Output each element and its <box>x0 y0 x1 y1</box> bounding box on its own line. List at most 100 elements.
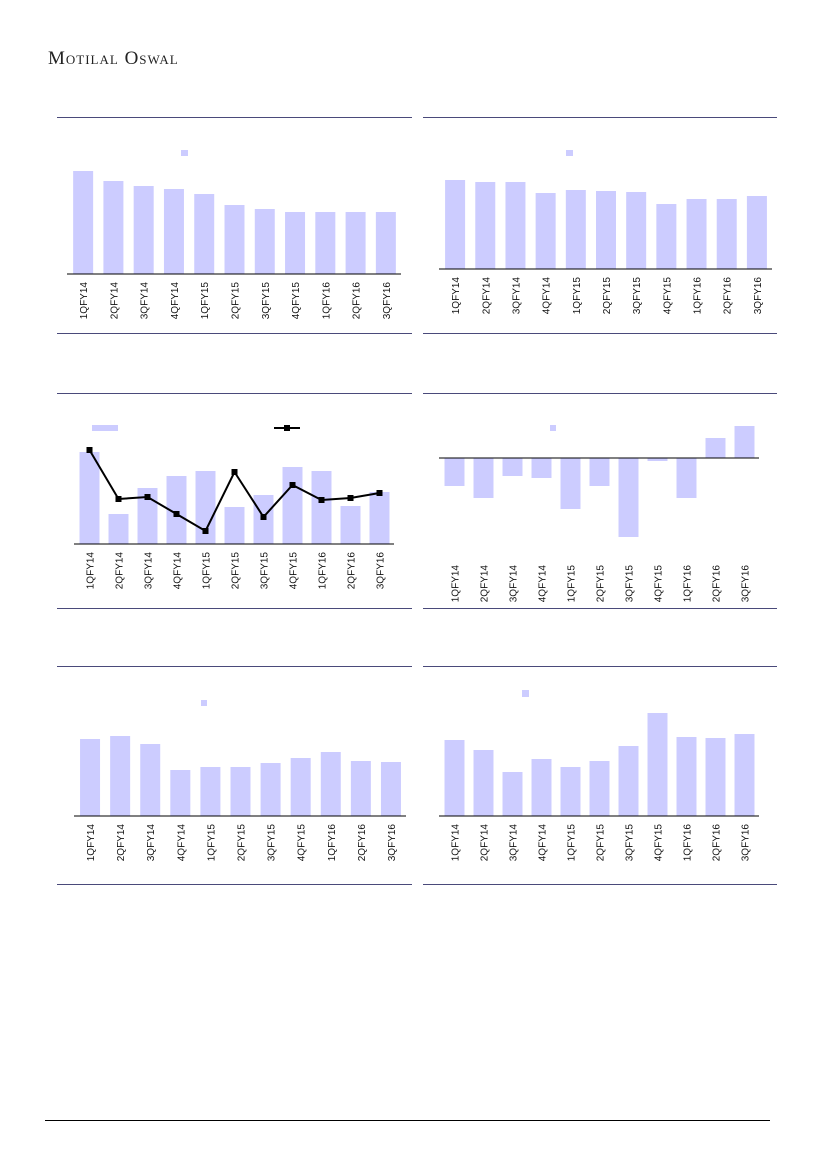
chart: 1QFY14 2QFY14 3QFY14 4QFY14 1QFY15 2QFY15 3QFY… <box>74 447 394 589</box>
x-tick-label: 3QFY16 <box>376 552 387 590</box>
bar <box>166 476 187 544</box>
x-tick-label: 3QFY14 <box>511 277 522 315</box>
x-tick-label: 2QFY14 <box>480 824 491 862</box>
x-tick-label: 2QFY15 <box>231 282 242 320</box>
x-tick-label: 3QFY15 <box>261 282 272 320</box>
x-tick-label: 1QFY16 <box>683 824 694 862</box>
x-tick-label: 2QFY15 <box>602 277 613 315</box>
x-tick-label: 1QFY14 <box>451 565 462 603</box>
x-tick-label: 2QFY16 <box>723 277 734 315</box>
bar <box>369 492 390 544</box>
x-tick-label: 1QFY15 <box>206 824 217 862</box>
x-tick-label: 2QFY14 <box>115 552 126 590</box>
x-tick-label: 1QFY14 <box>79 282 90 320</box>
line-marker <box>144 494 151 500</box>
x-tick-label: 1QFY14 <box>86 552 97 590</box>
x-tick-label: 1QFY14 <box>451 277 462 315</box>
x-tick-label: 3QFY14 <box>509 565 520 603</box>
bar <box>502 458 523 476</box>
x-tick-label: 4QFY15 <box>297 824 308 862</box>
bar <box>475 182 496 269</box>
bar <box>110 736 131 816</box>
x-tick-label: 4QFY14 <box>542 277 553 315</box>
bar <box>170 770 191 816</box>
bar <box>505 182 526 269</box>
line-marker <box>202 528 209 534</box>
bar <box>705 738 726 816</box>
bar <box>224 507 245 544</box>
bar <box>285 212 306 274</box>
line-marker <box>173 511 180 517</box>
bar <box>79 452 100 544</box>
chart: 1QFY14 2QFY14 3QFY14 4QFY14 1QFY15 2QFY15 3QFY… <box>74 736 406 861</box>
chart: 1QFY14 2QFY14 3QFY14 4QFY14 1QFY15 2QFY15 3QFY… <box>439 426 759 602</box>
chart: 1QFY14 2QFY14 3QFY14 4QFY14 1QFY15 2QFY15 3QFY… <box>67 171 401 319</box>
bar <box>746 196 767 269</box>
bar <box>535 193 556 269</box>
line-marker <box>231 469 238 475</box>
bar <box>560 767 581 816</box>
x-tick-label: 2QFY14 <box>116 824 127 862</box>
x-tick-label: 2QFY14 <box>109 282 120 320</box>
line-marker <box>115 496 122 502</box>
x-tick-label: 2QFY15 <box>596 824 607 862</box>
bar <box>163 189 184 274</box>
x-tick-label: 3QFY15 <box>625 565 636 603</box>
bar <box>103 181 124 274</box>
bar <box>200 767 221 816</box>
x-tick-label: 2QFY15 <box>231 552 242 590</box>
bar <box>647 713 668 816</box>
x-tick-label: 4QFY15 <box>662 277 673 315</box>
x-tick-label: 4QFY15 <box>654 824 665 862</box>
x-tick-label: 3QFY15 <box>267 824 278 862</box>
x-tick-label: 1QFY15 <box>200 282 211 320</box>
x-tick-label: 3QFY14 <box>144 552 155 590</box>
bar <box>254 209 275 274</box>
bar <box>311 471 332 544</box>
bar <box>656 204 677 269</box>
bar <box>565 190 586 269</box>
bar <box>80 739 101 816</box>
x-tick-label: 3QFY16 <box>382 282 393 320</box>
x-tick-label: 1QFY14 <box>86 824 97 862</box>
line-marker <box>318 497 325 503</box>
bar <box>194 194 215 274</box>
line-marker <box>260 514 267 520</box>
bar <box>290 758 311 816</box>
line-marker <box>289 482 296 488</box>
bar <box>340 506 361 544</box>
bar <box>626 192 647 269</box>
bar <box>473 458 494 498</box>
x-tick-label: 4QFY14 <box>170 282 181 320</box>
bar <box>734 734 755 816</box>
bar <box>195 471 216 544</box>
x-tick-label: 3QFY14 <box>509 824 520 862</box>
bar <box>676 737 697 816</box>
chart: 1QFY14 2QFY14 3QFY14 4QFY14 1QFY15 2QFY15 3QFY… <box>439 180 772 314</box>
x-tick-label: 2QFY15 <box>237 824 248 862</box>
bar <box>315 212 336 274</box>
line-marker <box>86 447 93 453</box>
x-tick-label: 1QFY16 <box>683 565 694 603</box>
bar <box>531 458 552 478</box>
x-tick-label: 2QFY16 <box>712 565 723 603</box>
bar <box>73 171 94 274</box>
bar <box>618 746 639 816</box>
x-tick-label: 3QFY14 <box>140 282 151 320</box>
bar <box>618 458 639 537</box>
x-tick-label: 3QFY15 <box>632 277 643 315</box>
x-tick-label: 3QFY16 <box>753 277 764 315</box>
x-tick-label: 1QFY16 <box>321 282 332 320</box>
x-tick-label: 1QFY16 <box>327 824 338 862</box>
bar <box>375 212 396 274</box>
x-tick-label: 4QFY14 <box>173 552 184 590</box>
x-tick-label: 2QFY14 <box>480 565 491 603</box>
x-tick-label: 1QFY15 <box>567 824 578 862</box>
bar <box>589 761 610 816</box>
bar <box>444 458 465 486</box>
x-tick-label: 1QFY16 <box>318 552 329 590</box>
x-tick-label: 3QFY16 <box>387 824 398 862</box>
bar <box>320 752 341 816</box>
bar <box>380 762 401 816</box>
